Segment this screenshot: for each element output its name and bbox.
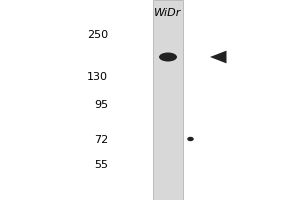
- Ellipse shape: [187, 137, 194, 141]
- Text: WiDr: WiDr: [154, 8, 182, 18]
- Text: 55: 55: [94, 160, 108, 170]
- Bar: [153, 0, 183, 200]
- Text: 72: 72: [94, 135, 108, 145]
- Text: 130: 130: [87, 72, 108, 82]
- Text: 250: 250: [87, 30, 108, 40]
- Text: 95: 95: [94, 100, 108, 110]
- Ellipse shape: [159, 52, 177, 62]
- Polygon shape: [210, 51, 226, 63]
